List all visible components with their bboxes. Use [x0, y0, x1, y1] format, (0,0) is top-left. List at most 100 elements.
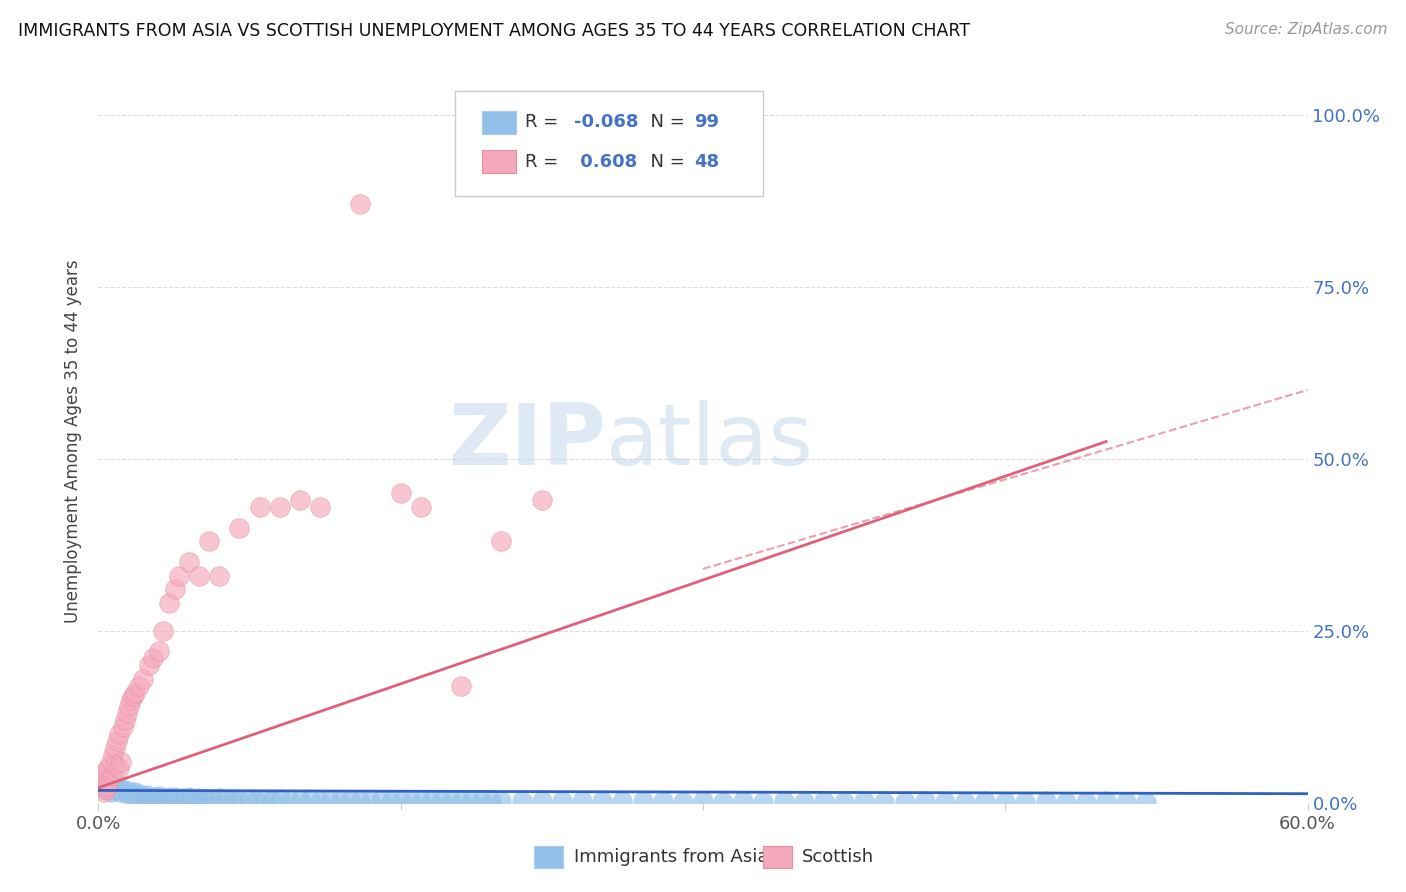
Point: [309, 794, 332, 808]
Point: [179, 790, 201, 805]
FancyBboxPatch shape: [482, 111, 516, 134]
Point: [120, 786, 142, 800]
Text: 99: 99: [695, 113, 720, 131]
Text: IMMIGRANTS FROM ASIA VS SCOTTISH UNEMPLOYMENT AMONG AGES 35 TO 44 YEARS CORRELAT: IMMIGRANTS FROM ASIA VS SCOTTISH UNEMPLO…: [18, 22, 970, 40]
Point: [121, 689, 143, 703]
Point: [148, 644, 170, 658]
Point: [409, 500, 432, 514]
Point: [278, 794, 301, 808]
Point: [214, 792, 236, 806]
Point: [288, 493, 311, 508]
Text: -0.068: -0.068: [574, 113, 638, 131]
Point: [100, 785, 122, 799]
Point: [530, 794, 553, 808]
Point: [125, 788, 148, 802]
Point: [103, 779, 125, 793]
Point: [157, 596, 180, 610]
Point: [299, 792, 322, 806]
Point: [370, 793, 392, 807]
Point: [245, 793, 267, 807]
Point: [124, 785, 146, 799]
Point: [530, 493, 553, 508]
Point: [97, 775, 120, 789]
Point: [389, 794, 412, 808]
Point: [551, 794, 574, 808]
Point: [138, 658, 160, 673]
Point: [103, 758, 125, 772]
Point: [491, 794, 513, 808]
Point: [118, 784, 141, 798]
Point: [139, 790, 162, 805]
Text: atlas: atlas: [606, 400, 814, 483]
Point: [236, 792, 259, 806]
Point: [440, 794, 463, 808]
Point: [510, 794, 533, 808]
Point: [121, 789, 143, 803]
Point: [143, 789, 166, 804]
FancyBboxPatch shape: [456, 91, 763, 196]
Point: [1074, 795, 1097, 809]
Point: [93, 785, 115, 799]
Point: [128, 787, 150, 801]
Point: [107, 761, 129, 775]
Point: [163, 582, 186, 597]
Point: [319, 793, 342, 807]
Point: [184, 791, 207, 805]
Point: [111, 782, 134, 797]
Y-axis label: Unemployment Among Ages 35 to 44 years: Unemployment Among Ages 35 to 44 years: [65, 260, 83, 624]
Text: Immigrants from Asia: Immigrants from Asia: [574, 848, 768, 866]
Point: [349, 197, 371, 211]
Point: [228, 793, 250, 807]
Point: [853, 794, 876, 808]
Point: [631, 794, 654, 808]
Point: [692, 794, 714, 808]
Point: [491, 534, 513, 549]
Point: [128, 679, 150, 693]
Point: [651, 794, 673, 808]
Point: [100, 755, 122, 769]
Point: [97, 783, 120, 797]
Point: [409, 794, 432, 808]
Text: R =: R =: [526, 153, 564, 171]
Point: [309, 500, 332, 514]
Point: [249, 500, 271, 514]
Point: [152, 791, 174, 805]
Point: [124, 686, 146, 700]
Point: [91, 779, 114, 793]
Point: [430, 794, 453, 808]
Point: [101, 747, 124, 762]
Point: [832, 795, 855, 809]
Point: [97, 780, 120, 795]
Point: [360, 794, 382, 808]
Text: N =: N =: [638, 153, 690, 171]
Point: [934, 795, 956, 809]
Point: [105, 734, 128, 748]
Point: [91, 768, 114, 782]
Point: [450, 794, 472, 808]
Point: [152, 624, 174, 638]
Point: [111, 720, 134, 734]
Text: ZIP: ZIP: [449, 400, 606, 483]
FancyBboxPatch shape: [763, 847, 793, 868]
Point: [101, 768, 124, 782]
Point: [612, 794, 634, 808]
Point: [380, 794, 402, 808]
Point: [148, 789, 170, 803]
Point: [470, 794, 492, 808]
Point: [873, 795, 896, 809]
Point: [349, 794, 371, 808]
Point: [974, 794, 997, 808]
Point: [107, 727, 129, 741]
Point: [172, 791, 194, 805]
Point: [132, 789, 155, 803]
Text: 0.608: 0.608: [574, 153, 637, 171]
Point: [1095, 794, 1118, 808]
Point: [994, 795, 1017, 809]
Point: [228, 520, 250, 534]
Point: [132, 672, 155, 686]
Point: [953, 795, 976, 809]
Point: [115, 787, 138, 801]
Text: Scottish: Scottish: [803, 848, 875, 866]
Point: [571, 794, 593, 808]
Point: [194, 792, 217, 806]
